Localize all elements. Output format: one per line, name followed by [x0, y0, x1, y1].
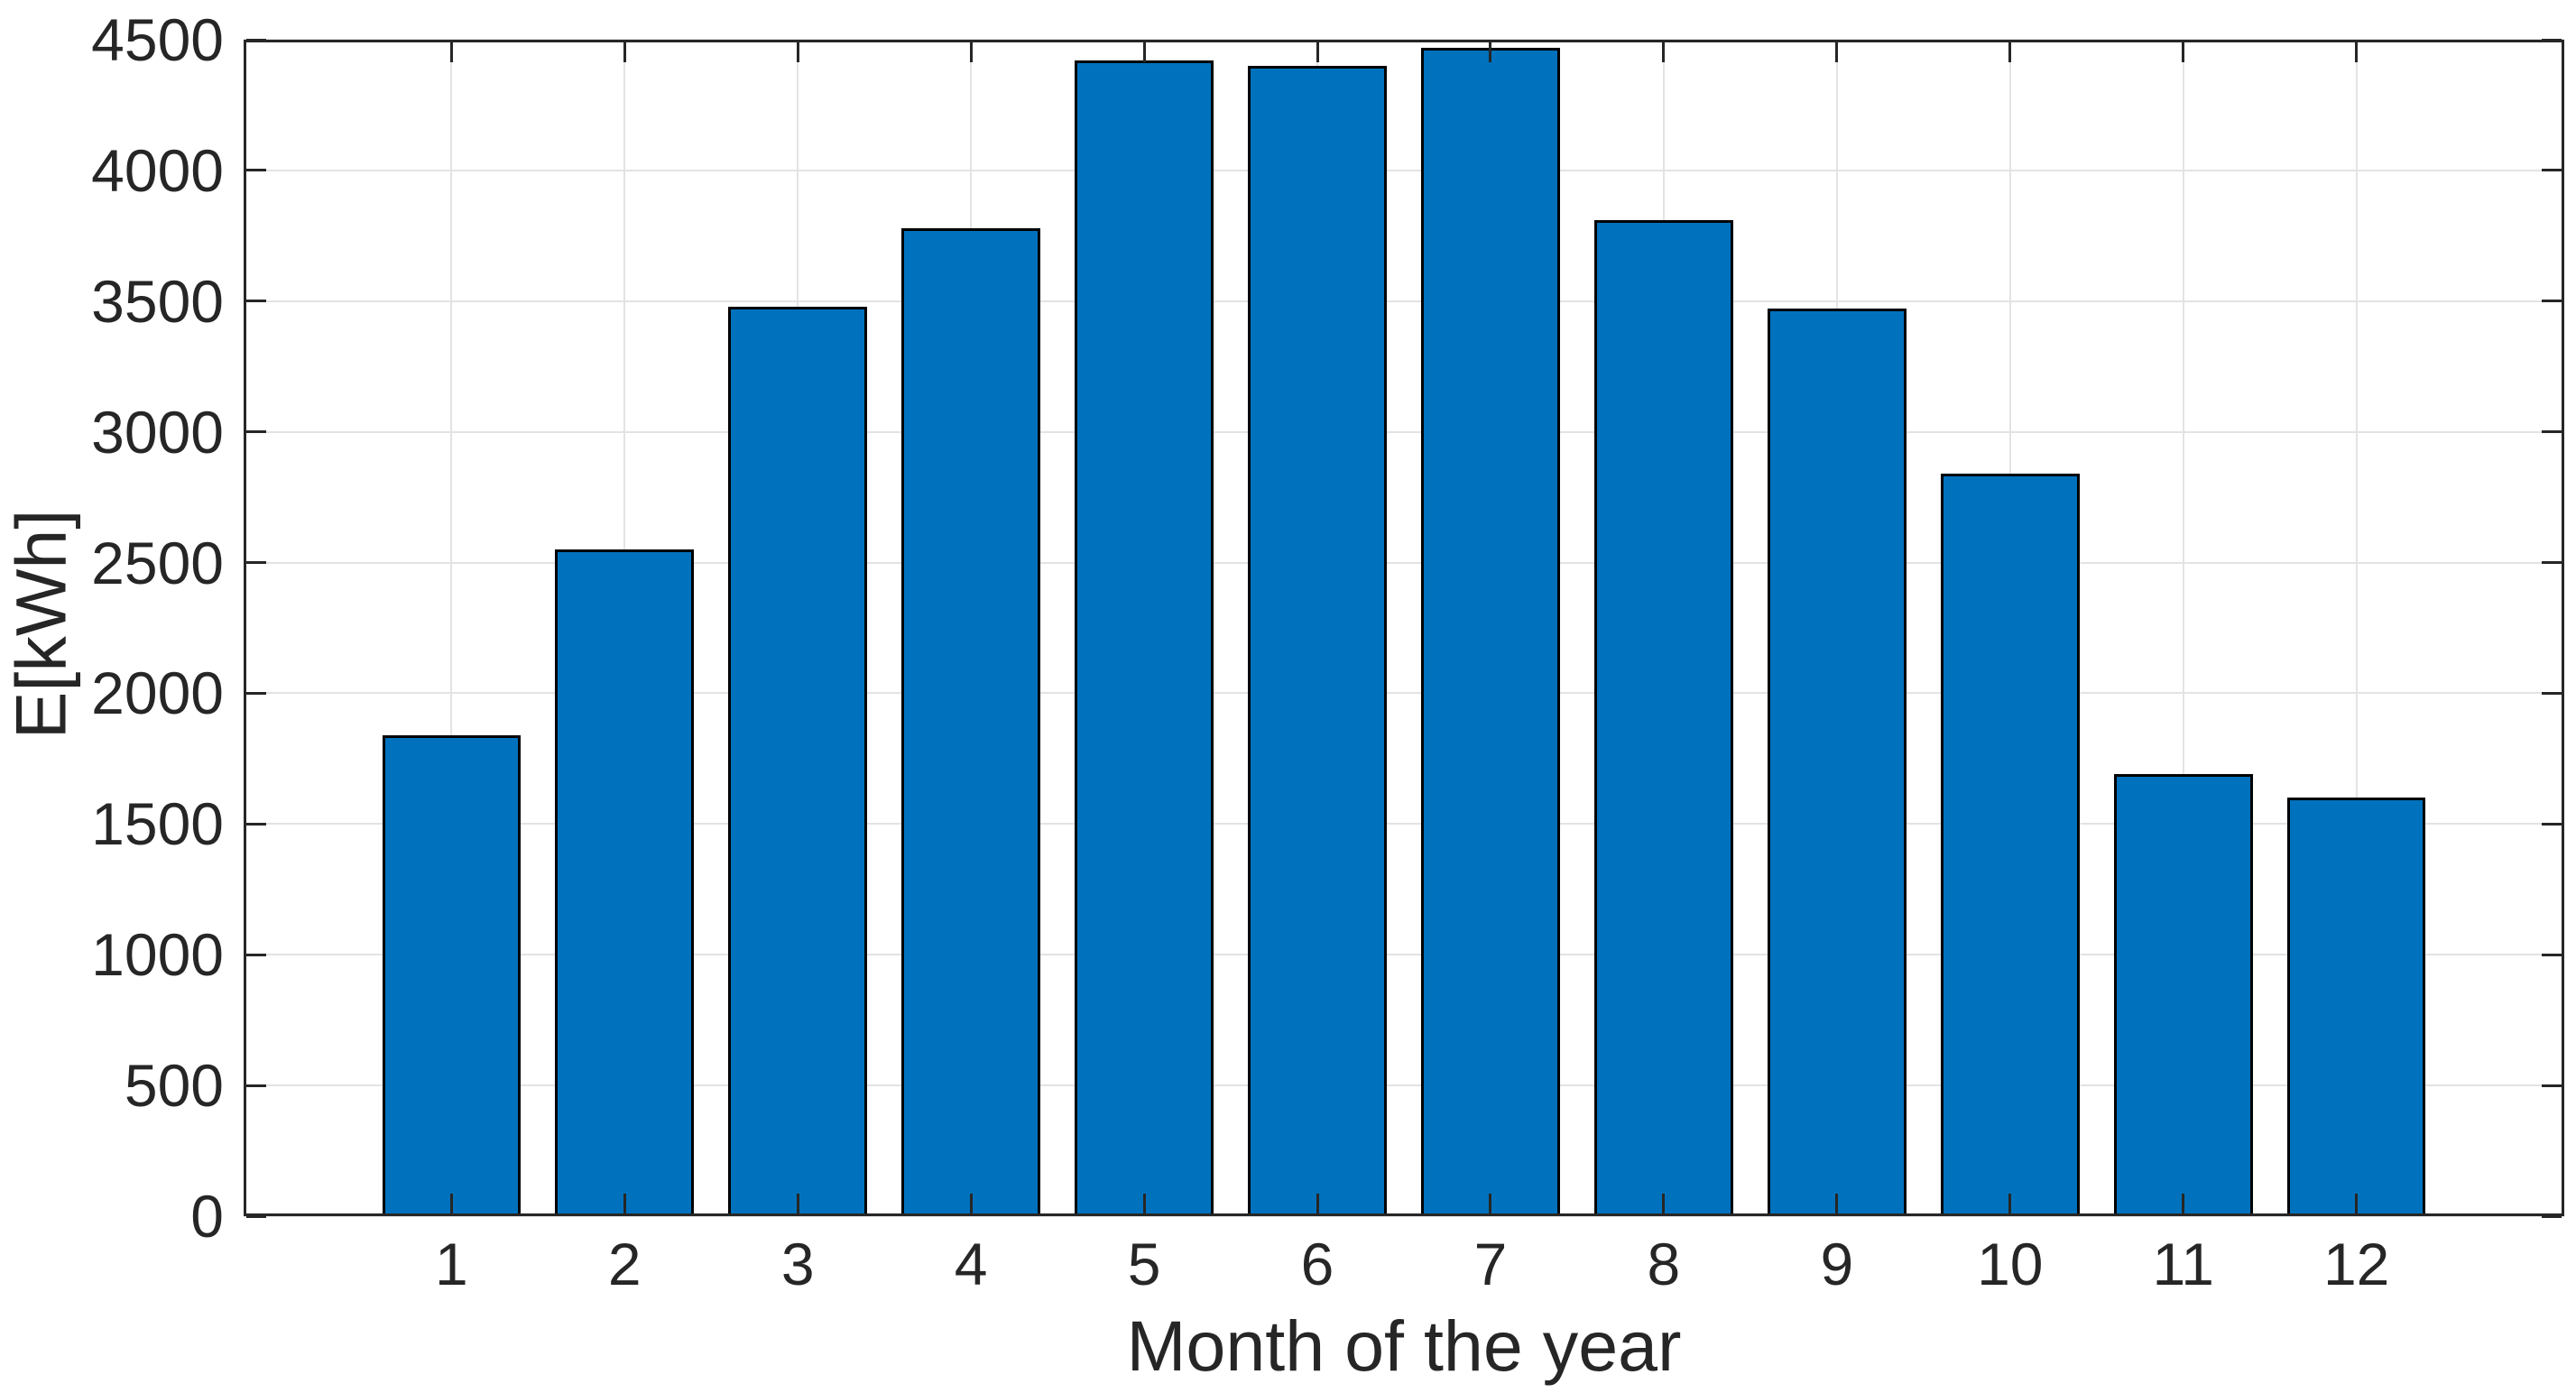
x-tick-bottom: [2008, 1194, 2012, 1213]
bar: [1768, 309, 1907, 1216]
y-tick-left: [246, 430, 266, 434]
bar: [382, 734, 522, 1216]
horizontal-gridline: [244, 1084, 2564, 1087]
y-tick-right: [2542, 953, 2562, 956]
horizontal-gridline: [244, 823, 2564, 826]
x-tick-bottom: [449, 1194, 453, 1213]
bar: [1248, 65, 1387, 1216]
x-tick-label: 11: [2152, 1231, 2214, 1297]
x-tick-bottom: [1835, 1194, 1839, 1213]
y-tick-right: [2542, 300, 2562, 303]
bar: [1941, 474, 2080, 1216]
y-tick-right: [2542, 1214, 2562, 1218]
horizontal-gridline: [244, 430, 2564, 433]
y-tick-right: [2542, 691, 2562, 695]
y-tick-right: [2542, 169, 2562, 172]
vertical-gridline: [450, 40, 453, 1216]
y-tick-label: 4000: [91, 136, 224, 204]
y-tick-left: [246, 169, 266, 172]
y-tick-right: [2542, 561, 2562, 565]
y-tick-label: 1500: [91, 790, 224, 858]
x-tick-top: [796, 42, 799, 62]
x-tick-label: 9: [1820, 1231, 1854, 1297]
x-tick-bottom: [1662, 1194, 1666, 1213]
x-tick-label: 5: [1127, 1231, 1161, 1297]
x-tick-bottom: [623, 1194, 626, 1213]
x-tick-top: [623, 42, 626, 62]
x-tick-label: 6: [1300, 1231, 1334, 1297]
x-tick-top: [1489, 42, 1492, 62]
x-tick-label: 4: [954, 1231, 988, 1297]
y-tick-right: [2542, 1084, 2562, 1087]
x-tick-top: [2355, 42, 2359, 62]
horizontal-gridline: [244, 954, 2564, 956]
y-tick-label: 3500: [91, 267, 224, 335]
x-tick-top: [969, 42, 973, 62]
bar: [1075, 60, 1214, 1216]
horizontal-gridline: [244, 1215, 2564, 1217]
y-axis-label: E[kWh]: [0, 509, 81, 740]
x-tick-top: [2182, 42, 2185, 62]
x-tick-top: [1662, 42, 1666, 62]
y-tick-label: 4500: [91, 6, 224, 73]
bar: [2113, 774, 2253, 1216]
vertical-gridline: [2355, 40, 2358, 1216]
y-tick-left: [246, 691, 266, 695]
y-tick-left: [246, 822, 266, 826]
y-tick-label: 0: [190, 1183, 224, 1250]
x-tick-label: 12: [2322, 1231, 2390, 1297]
horizontal-gridline: [244, 692, 2564, 695]
x-tick-top: [449, 42, 453, 62]
bar: [1421, 47, 1560, 1216]
y-tick-left: [246, 561, 266, 565]
x-tick-bottom: [1489, 1194, 1492, 1213]
y-tick-label: 500: [124, 1052, 224, 1120]
x-tick-label: 8: [1647, 1231, 1681, 1297]
y-tick-left: [246, 38, 266, 42]
x-tick-label: 10: [1977, 1231, 2044, 1297]
x-tick-bottom: [2355, 1194, 2359, 1213]
x-tick-top: [1835, 42, 1839, 62]
x-tick-top: [1142, 42, 1146, 62]
horizontal-gridline: [244, 169, 2564, 171]
bar: [555, 549, 695, 1216]
y-tick-label: 1000: [91, 921, 224, 989]
x-tick-label: 2: [607, 1231, 642, 1297]
x-tick-bottom: [2182, 1194, 2185, 1213]
x-tick-top: [1316, 42, 1319, 62]
x-axis-label: Month of the year: [1126, 1305, 1682, 1386]
horizontal-gridline: [244, 39, 2564, 41]
horizontal-gridline: [244, 561, 2564, 564]
x-tick-label: 7: [1473, 1231, 1508, 1297]
bar: [728, 306, 867, 1216]
x-tick-bottom: [969, 1194, 973, 1213]
y-tick-right: [2542, 822, 2562, 826]
y-tick-left: [246, 300, 266, 303]
x-tick-label: 1: [434, 1231, 468, 1297]
horizontal-gridline: [244, 300, 2564, 302]
bar: [2286, 798, 2426, 1216]
y-tick-right: [2542, 38, 2562, 42]
bar: [1594, 219, 1733, 1216]
x-tick-bottom: [796, 1194, 799, 1213]
bar: [901, 227, 1040, 1216]
y-tick-left: [246, 953, 266, 956]
x-tick-bottom: [1316, 1194, 1319, 1213]
x-tick-top: [2008, 42, 2012, 62]
y-tick-left: [246, 1084, 266, 1087]
y-tick-left: [246, 1214, 266, 1218]
x-tick-bottom: [1142, 1194, 1146, 1213]
vertical-gridline: [2182, 40, 2184, 1216]
y-tick-right: [2542, 430, 2562, 434]
x-tick-label: 3: [780, 1231, 815, 1297]
y-tick-label: 2000: [91, 660, 224, 727]
y-tick-label: 2500: [91, 529, 224, 596]
y-tick-label: 3000: [91, 398, 224, 466]
